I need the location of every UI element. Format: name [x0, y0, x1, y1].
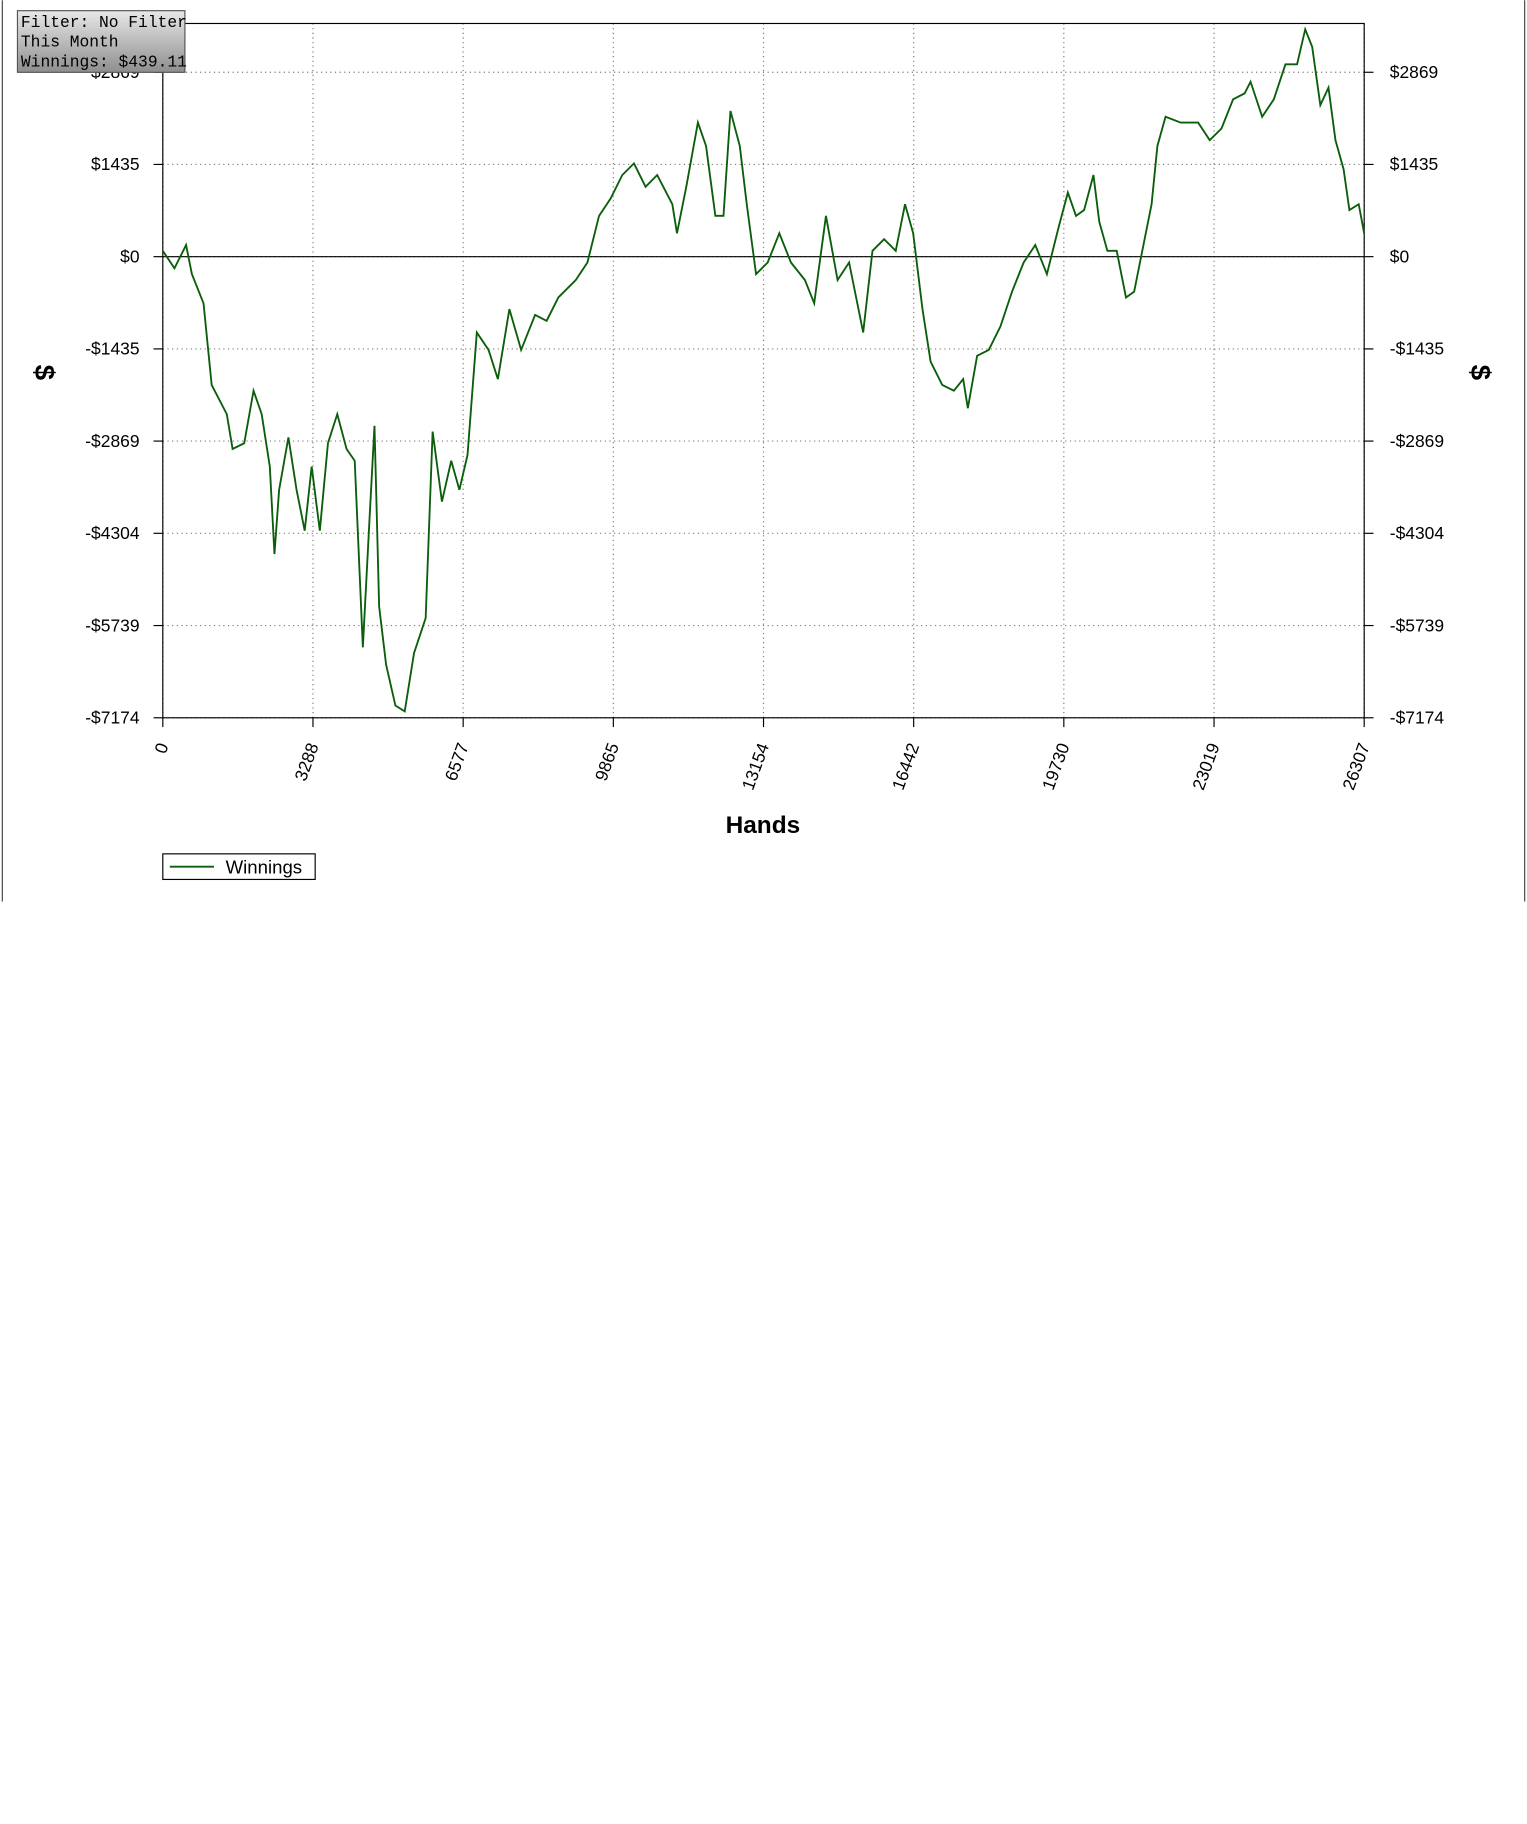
y2-tick-label: -$4304	[1390, 523, 1445, 543]
y-tick-label: -$1435	[85, 339, 139, 359]
y2-axis-title: $	[1465, 365, 1496, 381]
line-series	[162, 26, 1366, 713]
info-line: This Month	[21, 33, 119, 52]
y2-tick-label: -$7174	[1390, 708, 1445, 728]
y2-tick-label: $1435	[1390, 154, 1439, 174]
plot-frame	[162, 22, 1365, 719]
y-tick-label: $0	[120, 246, 140, 266]
y-tick-label: -$4304	[85, 523, 140, 543]
y2-tick-label: $0	[1390, 246, 1410, 266]
y-tick-label: -$2869	[85, 431, 139, 451]
legend-label: Winnings	[226, 857, 302, 878]
y2-tick-label: $2869	[1390, 62, 1439, 82]
y-axis-title: $	[29, 365, 60, 381]
y-tick-label: $1435	[91, 154, 139, 174]
info-line: Filter: No Filter	[21, 13, 187, 32]
legend: Winnings	[162, 853, 316, 881]
info-line: Winnings: $439.11	[21, 53, 187, 72]
y2-tick-label: -$2869	[1390, 431, 1444, 451]
y-tick-label: -$5739	[85, 615, 139, 635]
x-axis-title: Hands	[726, 812, 801, 839]
info-box	[16, 10, 186, 73]
y2-tick-label: -$5739	[1390, 615, 1444, 635]
y-tick-label: -$7174	[85, 708, 140, 728]
y2-tick-label: -$1435	[1390, 339, 1444, 359]
